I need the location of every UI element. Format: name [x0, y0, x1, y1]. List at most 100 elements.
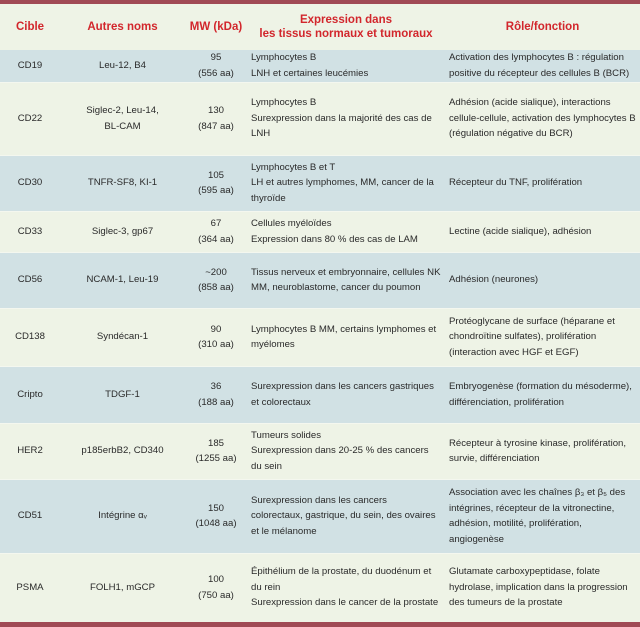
cell-expression: Lymphocytes B MM, certains lymphomes et … [247, 308, 445, 367]
cell-mw: 185 (1255 aa) [185, 423, 247, 480]
expression-line: Cellules myéloïdes [251, 218, 332, 229]
cell-mw: 150 (1048 aa) [185, 479, 247, 554]
aa-length: (595 aa) [198, 185, 234, 196]
cible-text: Cripto [17, 388, 43, 400]
mw-value: ~200 [205, 266, 227, 278]
cell-cible: HER2 [0, 423, 60, 480]
mw-value: 150 [207, 502, 224, 514]
role-line: Activation des lymphocytes B : régulatio… [449, 52, 630, 79]
header-autres-noms: Autres noms [87, 21, 158, 33]
cell-autres-noms: p185erbB2, CD340 [60, 423, 185, 480]
mw-value: 36 [210, 381, 222, 392]
cible-text: CD51 [17, 510, 43, 522]
cell-cible: CD33 [0, 211, 60, 253]
cell-role: Lectine (acide sialique), adhésion [445, 211, 640, 253]
cell-cible: PSMA [0, 553, 60, 623]
role-line: Récepteur à tyrosine kinase, proliférati… [449, 437, 627, 465]
table-row: CD33 Siglec-3, gp67 67 (364 aa) Cellules myé… [0, 211, 640, 253]
cell-role: Association avec les chaînes β₃ et β₅ de… [445, 479, 640, 554]
cell-autres-noms: Syndécan-1 [60, 308, 185, 367]
targets-table: Cible Autres noms MW (kDa) Expression da… [0, 4, 640, 623]
autres-noms-line: FOLH1, mGCP [89, 581, 156, 593]
header-expression-line1: Expression dans [299, 14, 393, 26]
table-row: PSMA FOLH1, mGCP 100 (750 aa) Épithélium de … [0, 553, 640, 623]
role-line: Adhésion (acide sialique), interactions … [449, 97, 636, 140]
cell-mw: 100 (750 aa) [185, 553, 247, 623]
aa-length: (750 aa) [198, 589, 234, 601]
role-line: Protéoglycane de surface (héparane et ch… [449, 315, 615, 358]
expression-line: Lymphocytes B et T [251, 161, 336, 173]
aa-length: (847 aa) [198, 120, 234, 132]
cell-cible: Cripto [0, 366, 60, 424]
role-line: Adhésion (neurones) [449, 274, 539, 286]
mw-value: 185 [207, 437, 224, 449]
role-line: Récepteur du TNF, prolifération [449, 177, 583, 189]
bottom-accent-bar [0, 622, 640, 627]
cible-text: HER2 [17, 445, 43, 457]
cell-cible: CD30 [0, 155, 60, 212]
aa-length: (556 aa) [198, 67, 234, 79]
cell-cible: CD22 [0, 82, 60, 156]
autres-noms-line: NCAM-1, Leu-19 [86, 274, 159, 286]
mw-value: 67 [210, 218, 222, 229]
autres-noms-line: BL-CAM [104, 120, 141, 132]
aa-length: (1255 aa) [195, 453, 237, 464]
table-row: CD138 Syndécan-1 90 (310 aa) Lymphocytes B M… [0, 308, 640, 367]
expression-line: MM, neuroblastome, cancer du poumon [251, 282, 421, 293]
cell-mw: 90 (310 aa) [185, 308, 247, 367]
autres-noms-line: Intégrine αᵥ [98, 510, 147, 522]
cell-autres-noms: Intégrine αᵥ [60, 479, 185, 554]
expression-line: Épithélium de la prostate, du duodénum e… [251, 566, 432, 593]
cible-text: PSMA [16, 581, 44, 593]
expression-line: Surexpression dans 20-25 % des cancers d… [251, 445, 429, 472]
cell-cible: CD56 [0, 252, 60, 309]
autres-noms-line: TDGF-1 [105, 388, 140, 400]
header-cible: Cible [15, 21, 45, 33]
aa-length: (188 aa) [198, 396, 234, 408]
expression-line: Surexpression dans les cancers gastrique… [251, 381, 434, 408]
header-expression: Expression dans les tissus normaux et tu… [247, 4, 445, 50]
header-row: Cible Autres noms MW (kDa) Expression da… [0, 4, 640, 50]
expression-line: Lymphocytes B MM, certains lymphomes et … [251, 323, 437, 351]
header-mw: MW (kDa) [189, 21, 243, 33]
cell-expression: Surexpression dans les cancers gastrique… [247, 366, 445, 424]
cell-role: Récepteur du TNF, prolifération [445, 155, 640, 212]
expression-line: LH et autres lymphomes, MM, cancer de la… [251, 177, 434, 204]
role-line: Association avec les chaînes β₃ et β₅ de… [449, 487, 626, 545]
table-row: CD56 NCAM-1, Leu-19 ~200 (858 aa) Tissus ner… [0, 252, 640, 309]
cell-mw: 95 (556 aa) [185, 50, 247, 83]
autres-noms-line: Leu-12, B4 [99, 60, 146, 71]
aa-length: (364 aa) [198, 233, 234, 245]
expression-line: Expression dans 80 % des cas de LAM [251, 233, 418, 245]
cell-cible: CD51 [0, 479, 60, 554]
cell-expression: Tumeurs solides Surexpression dans 20-25 … [247, 423, 445, 480]
cible-text: CD22 [17, 112, 43, 124]
expression-line: Surexpression dans le cancer de la prost… [251, 597, 439, 609]
table-row: HER2 p185erbB2, CD340 185 (1255 aa) Tumeurs … [0, 423, 640, 480]
aa-length: (858 aa) [198, 282, 234, 293]
top-accent-bar [0, 0, 640, 4]
cell-autres-noms: Leu-12, B4 [60, 50, 185, 83]
cell-cible: CD138 [0, 308, 60, 367]
aa-length: (310 aa) [198, 339, 234, 350]
cell-expression: Lymphocytes B Surexpression dans la major… [247, 82, 445, 156]
cell-role: Glutamate carboxypeptidase, folate hydro… [445, 553, 640, 623]
cell-mw: ~200 (858 aa) [185, 252, 247, 309]
table-row: CD30 TNFR-SF8, KI-1 105 (595 aa) Lymphocytes… [0, 155, 640, 212]
expression-line: Lymphocytes B [251, 97, 317, 109]
table-row: CD51 Intégrine αᵥ 150 (1048 aa) Surexpressio… [0, 479, 640, 554]
autres-noms-line: TNFR-SF8, KI-1 [87, 177, 158, 189]
autres-noms-line: p185erbB2, CD340 [81, 445, 164, 457]
mw-value: 90 [210, 323, 222, 335]
cell-expression: Épithélium de la prostate, du duodénum e… [247, 553, 445, 623]
cell-role: Adhésion (neurones) [445, 252, 640, 309]
cell-role: Embryogenèse (formation du mésoderme), d… [445, 366, 640, 424]
cell-role: Protéoglycane de surface (héparane et ch… [445, 308, 640, 367]
expression-line: Tumeurs solides [251, 429, 322, 441]
mw-value: 95 [210, 52, 222, 64]
cell-mw: 36 (188 aa) [185, 366, 247, 424]
cell-role: Activation des lymphocytes B : régulatio… [445, 50, 640, 83]
expression-line: Surexpression dans les cancers colorecta… [251, 494, 436, 537]
cell-role: Récepteur à tyrosine kinase, proliférati… [445, 423, 640, 480]
cell-autres-noms: TNFR-SF8, KI-1 [60, 155, 185, 212]
